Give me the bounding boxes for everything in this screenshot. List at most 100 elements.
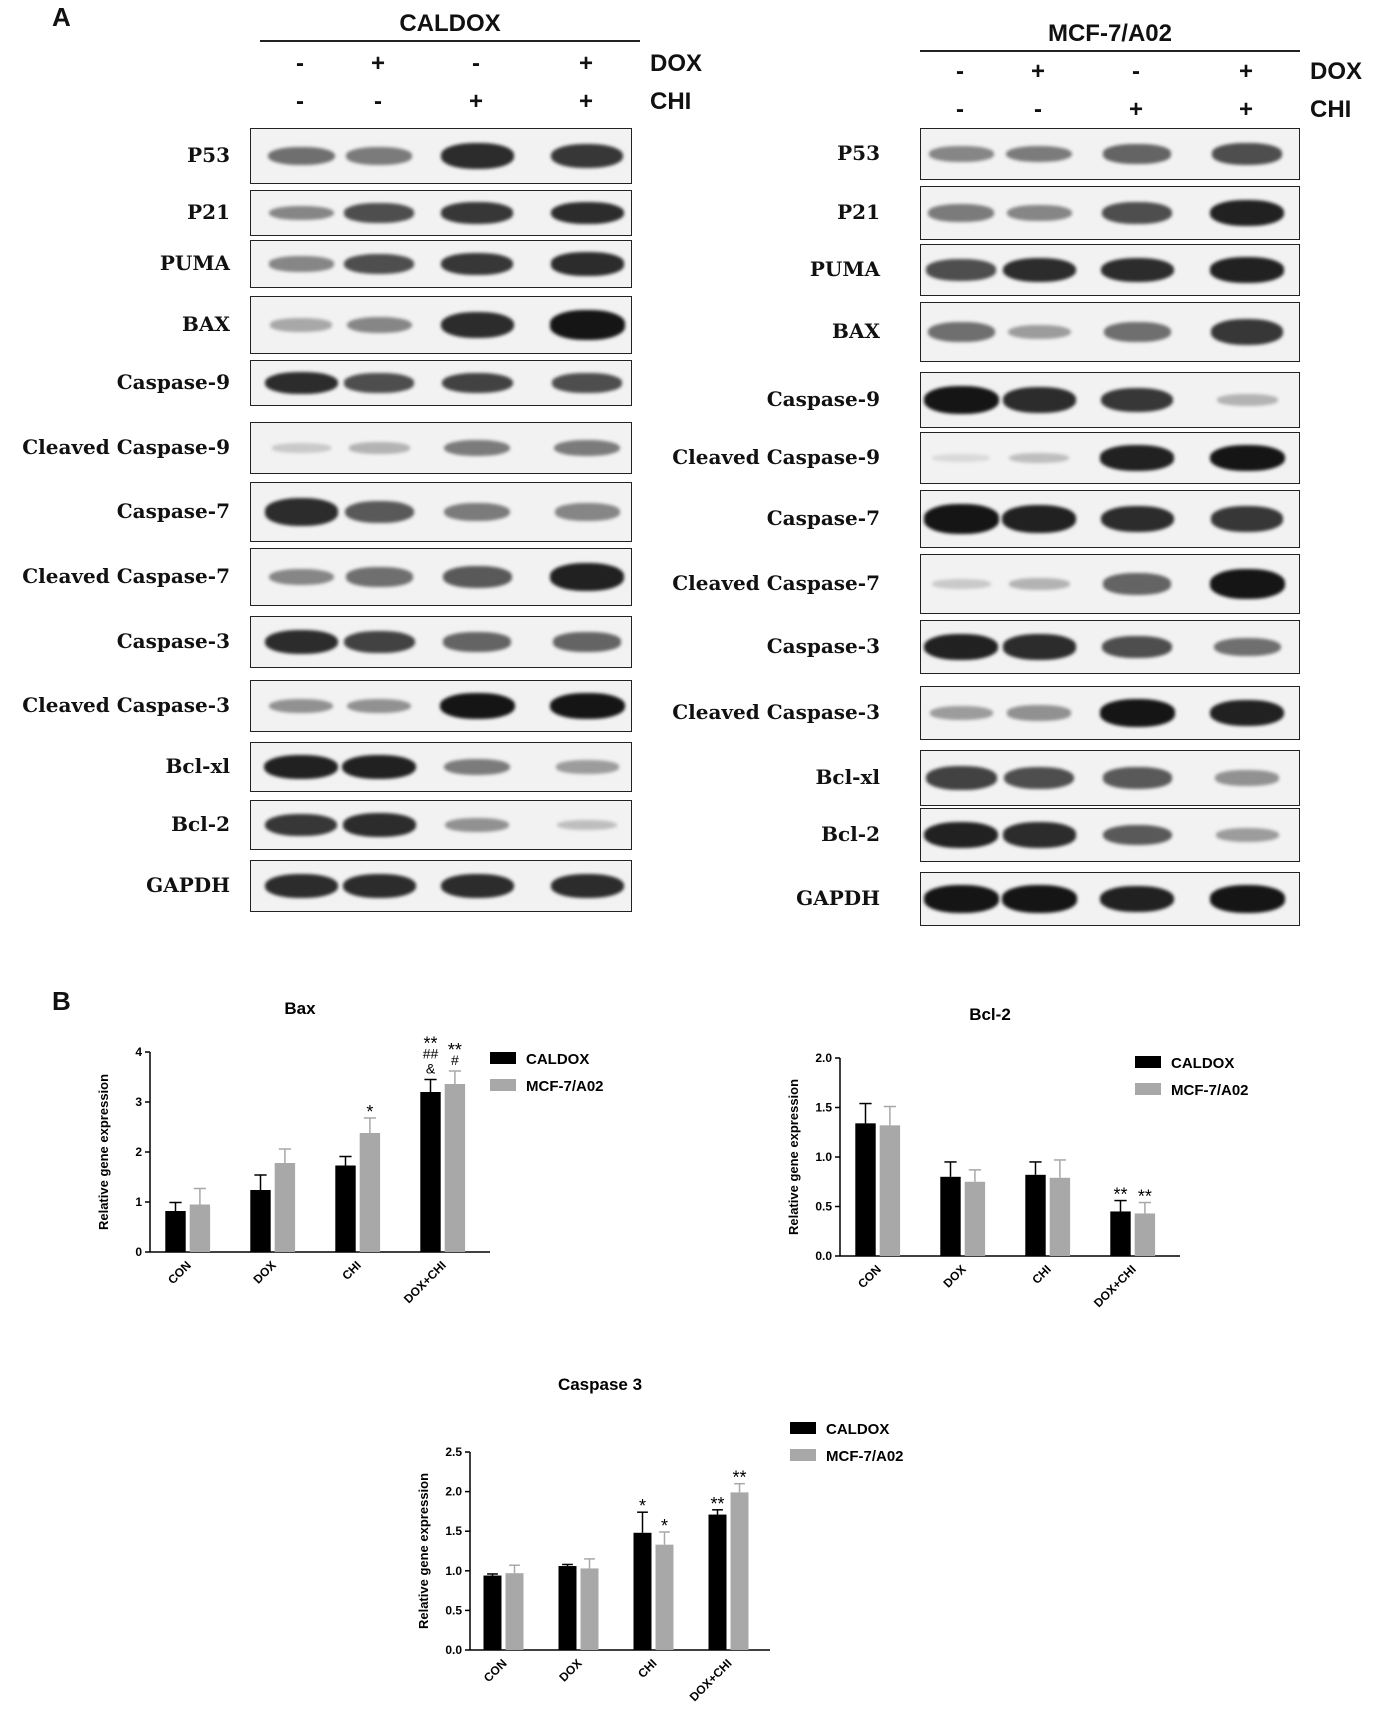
blot-band	[929, 706, 993, 720]
x-tick-label: CHI	[635, 1656, 660, 1681]
blot-strip	[250, 240, 632, 288]
blot-band	[271, 443, 331, 453]
y-tick-label: 4	[135, 1045, 142, 1059]
protein-label: Caspase-7	[116, 499, 230, 523]
blot-strip	[920, 244, 1300, 296]
blot-band	[440, 873, 514, 899]
blot-band	[1002, 387, 1076, 413]
blot-band	[264, 498, 338, 526]
y-tick-label: 3	[135, 1095, 142, 1109]
x-tick-label: CON	[481, 1656, 510, 1685]
dox-label: DOX	[650, 50, 703, 77]
blot-band	[1102, 202, 1172, 224]
blot-band	[344, 253, 414, 275]
dox-sign: -	[1132, 58, 1140, 85]
dox-sign: +	[370, 50, 385, 77]
blot-band	[1210, 257, 1284, 283]
legend-swatch	[1135, 1083, 1161, 1095]
blot-band	[932, 454, 990, 462]
significance-mark: ##	[423, 1046, 439, 1062]
y-tick-label: 0	[135, 1245, 142, 1259]
y-tick-label: 2.0	[815, 1051, 832, 1065]
panel-a-letter: A	[52, 2, 71, 32]
significance-mark: **	[1138, 1187, 1152, 1207]
blot-band	[444, 439, 510, 457]
blot-strip	[920, 302, 1300, 362]
legend-label: CALDOX	[826, 1421, 889, 1438]
significance-mark: &	[426, 1061, 436, 1077]
bar	[444, 1084, 466, 1252]
blot-band	[267, 146, 335, 166]
protein-label: Bcl-xl	[815, 765, 880, 789]
x-tick-label: DOX+CHI	[1091, 1262, 1139, 1310]
blot-band	[1103, 144, 1171, 164]
blot-band	[1103, 573, 1171, 595]
blot-band	[344, 203, 414, 223]
blot-band	[269, 698, 333, 714]
blot-strip	[250, 742, 632, 792]
x-tick-label: DOX	[251, 1258, 279, 1286]
x-tick-label: CON	[165, 1258, 194, 1287]
blot-band	[268, 205, 334, 221]
chi-sign: +	[1128, 96, 1143, 123]
significance-mark: *	[661, 1516, 668, 1536]
blot-band	[923, 885, 999, 913]
blot-band	[1209, 444, 1285, 472]
protein-label: P21	[837, 200, 880, 224]
blot-band	[264, 754, 338, 780]
legend-swatch	[790, 1449, 816, 1461]
blot-band	[1002, 257, 1076, 283]
panel-b-letter: B	[52, 986, 71, 1016]
y-axis-label: Relative gene expression	[416, 1473, 431, 1629]
x-tick-label: CON	[855, 1262, 884, 1291]
chi-label: CHI	[650, 88, 692, 115]
blot-strip	[920, 554, 1300, 614]
x-tick-label: DOX	[556, 1656, 584, 1684]
bar	[359, 1133, 381, 1252]
blot-band	[1215, 770, 1279, 786]
legend-swatch	[490, 1079, 516, 1091]
protein-label: Bcl-xl	[165, 754, 230, 778]
dox-sign: +	[1030, 58, 1045, 85]
blot-band	[1212, 143, 1282, 165]
bar	[250, 1190, 271, 1252]
blot-band	[1210, 699, 1284, 727]
x-tick-label: DOX+CHI	[687, 1656, 735, 1704]
blot-strip	[920, 490, 1300, 548]
y-tick-label: 2	[135, 1145, 142, 1159]
blot-band	[927, 322, 995, 342]
dox-label: DOX	[1310, 58, 1363, 85]
protein-label: BAX	[832, 319, 880, 343]
blot-band	[550, 252, 624, 276]
y-tick-label: 0.0	[445, 1643, 462, 1657]
bar	[730, 1492, 749, 1650]
y-tick-label: 2.0	[445, 1485, 462, 1499]
bar	[189, 1204, 211, 1252]
y-tick-label: 1.5	[445, 1524, 462, 1538]
blot-band	[557, 819, 617, 831]
bar	[1025, 1174, 1046, 1256]
blot-band	[931, 579, 991, 589]
blot-band	[1209, 569, 1285, 599]
blot-band	[1213, 637, 1281, 657]
legend-label: MCF-7/A02	[1171, 1082, 1249, 1099]
legend-label: CALDOX	[526, 1051, 589, 1068]
blot-band	[441, 252, 513, 276]
blot-strip	[920, 686, 1300, 740]
blot-band	[553, 632, 621, 652]
significance-mark: **	[710, 1494, 724, 1514]
chi-sign: -	[374, 88, 382, 115]
blot-band	[1009, 452, 1069, 464]
western-blot-mcf7-a02: MCF-7/A02 - + - + - - + + DOX CHI P53 P21 PUMA BAX Casp…	[660, 0, 1376, 930]
blot-band	[442, 566, 512, 588]
blot-strip	[920, 372, 1300, 428]
blot-band	[924, 821, 998, 849]
legend-swatch	[490, 1052, 516, 1064]
significance-mark: **	[448, 1040, 462, 1060]
protein-label: PUMA	[809, 257, 880, 281]
blot-strip	[250, 360, 632, 406]
bar	[708, 1514, 727, 1650]
blot-band	[268, 568, 334, 586]
protein-label: P21	[187, 200, 230, 224]
blot-band	[550, 873, 624, 899]
